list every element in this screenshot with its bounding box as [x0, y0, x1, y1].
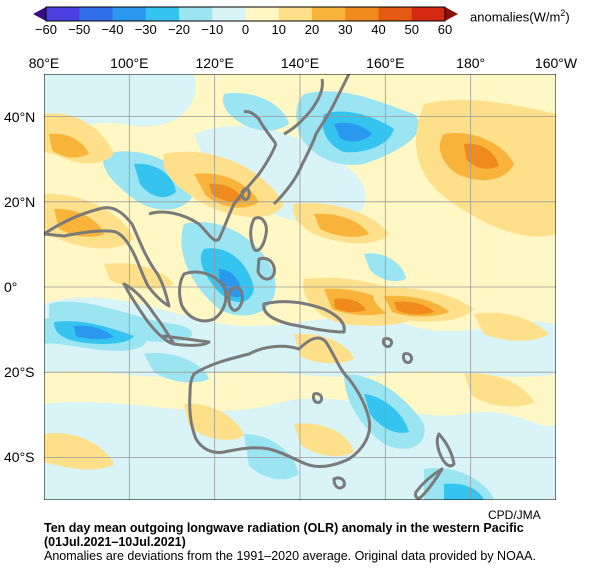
longitude-label: 100°E [110, 55, 149, 71]
latitude-label: 0° [4, 279, 18, 295]
colorbar-bin [278, 7, 313, 21]
colorbar-bin [46, 7, 80, 21]
colorbar [33, 6, 458, 22]
colorbar-tick-label: 10 [271, 22, 286, 37]
colorbar-bin [145, 7, 180, 21]
longitude-label: 140°E [280, 55, 320, 71]
longitude-label: 80°E [28, 55, 60, 71]
colorbar-tick-label: −20 [167, 22, 191, 37]
latitude-label: 20°N [4, 193, 36, 210]
colorbar-bin [212, 7, 246, 21]
colorbar-bin [312, 7, 346, 21]
latitude-label: 20°S [4, 364, 35, 381]
colorbar-over-arrow [445, 7, 458, 21]
colorbar-tick-label: −40 [101, 22, 124, 37]
coastlines [44, 74, 456, 500]
longitude-label: 160°W [534, 55, 578, 71]
colorbar-tick-label: −50 [68, 22, 91, 37]
colorbar-under-arrow [33, 7, 46, 21]
colorbar-tick-label: −30 [134, 22, 157, 37]
colorbar-bin [179, 7, 213, 21]
colorbar-bin [378, 7, 413, 21]
colorbar-tick-label: 20 [304, 22, 320, 37]
colorbar-tick-label: −60 [34, 22, 58, 37]
colorbar-bin [79, 7, 113, 21]
colorbar-tick-label: 0 [241, 22, 250, 37]
longitude-label: 160°E [366, 55, 405, 71]
colorbar-bin [112, 7, 147, 21]
longitude-label: 180° [456, 55, 486, 71]
colorbar-tick-label: 60 [437, 22, 453, 37]
colorbar-bin [411, 7, 446, 21]
colorbar-tick-label: 30 [338, 22, 353, 37]
olr-anomaly-map [44, 74, 556, 500]
colorbar-unit-label: anomalies(W/m2) [470, 8, 570, 25]
latitude-label: 40°S [4, 449, 35, 466]
caption-title: Ten day mean outgoing longwave radiation… [44, 521, 524, 535]
longitude-label: 120°E [195, 55, 234, 71]
colorbar-bin [345, 7, 379, 21]
latitude-label: 40°N [4, 108, 36, 125]
colorbar-tick-label: 50 [404, 22, 419, 37]
caption-note: Anomalies are deviations from the 1991–2… [44, 549, 536, 563]
caption-period: (01Jul.2021–10Jul.2021) [44, 535, 186, 549]
colorbar-tick-label: 40 [371, 22, 386, 37]
colorbar-tick-label: −10 [201, 22, 224, 37]
colorbar-bin [245, 7, 280, 21]
credit-label: CPD/JMA [488, 508, 541, 522]
